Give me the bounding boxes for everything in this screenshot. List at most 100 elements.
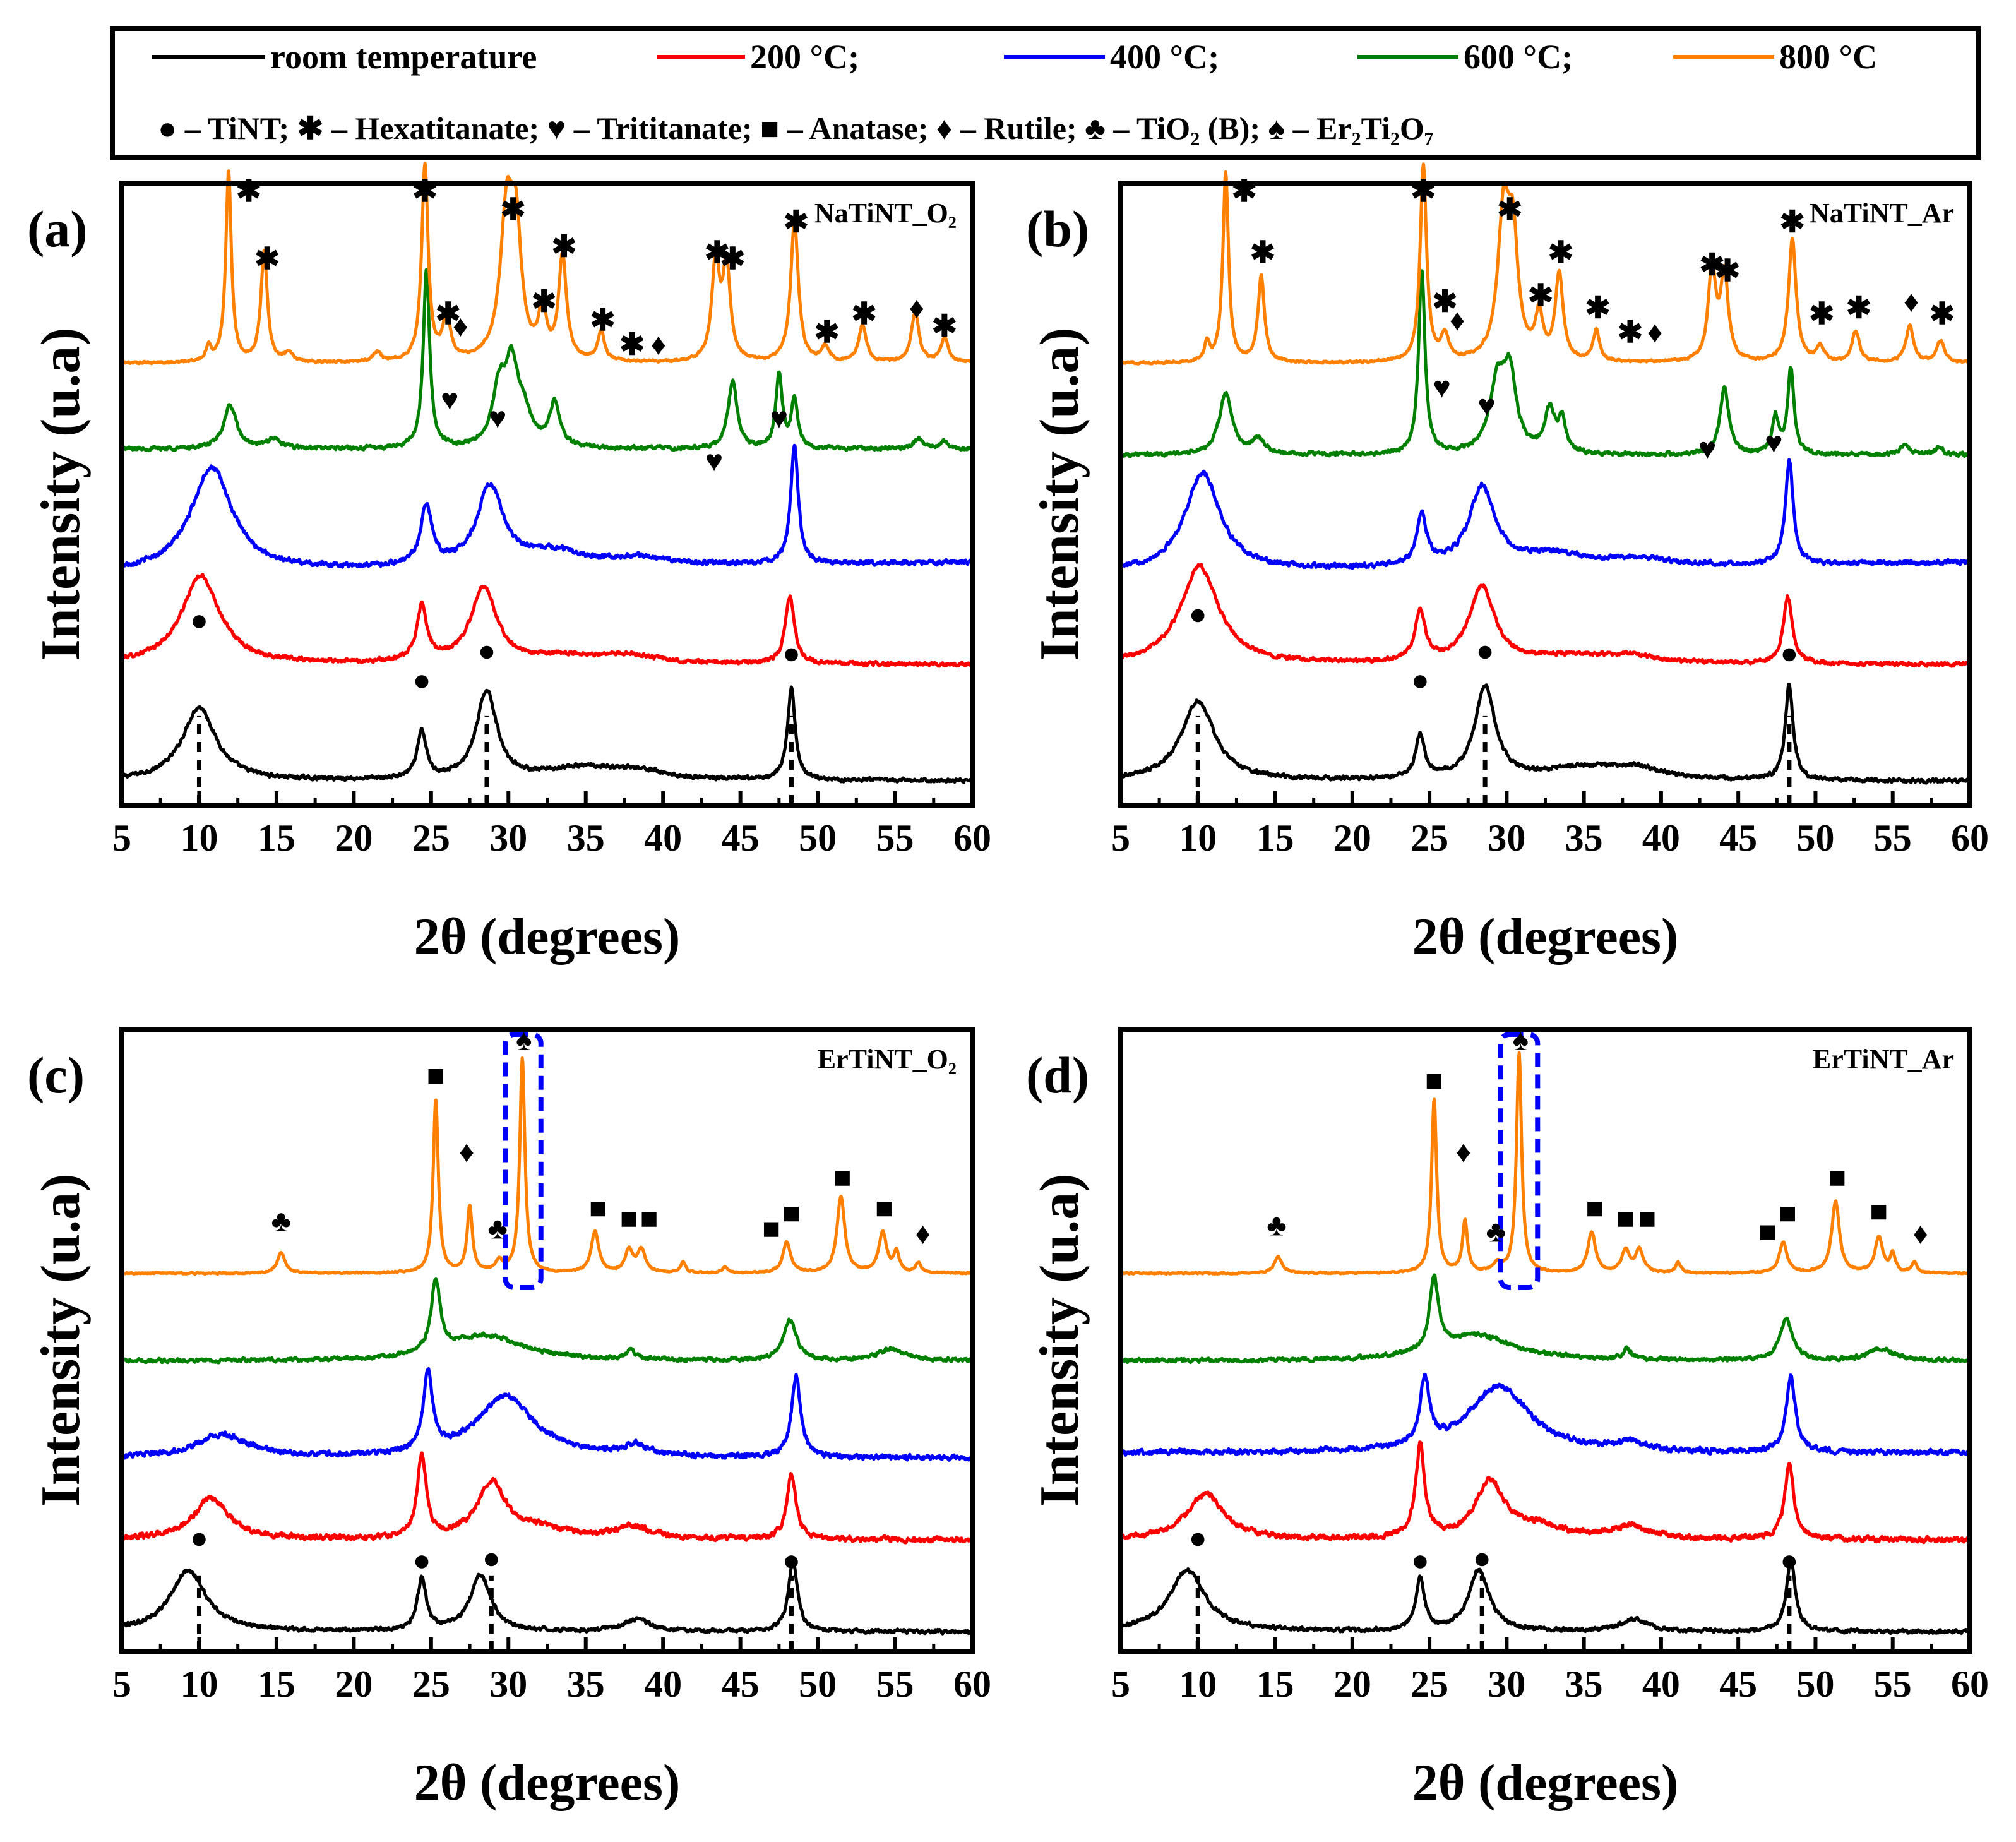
sample-label: NaTiNT_O₂ (814, 198, 957, 229)
legend-marker-label: – Trititanate; (573, 111, 753, 146)
x-axis-label: 2θ (degrees) (1412, 1754, 1679, 1811)
series-200-c (1119, 563, 1971, 668)
phase-marker: ■ (1425, 1064, 1443, 1097)
series-200-c (120, 1451, 974, 1545)
phase-marker: ● (1780, 637, 1798, 670)
phase-marker: ✱ (1809, 297, 1834, 331)
series-400-c (120, 1367, 974, 1462)
series-800-c (121, 1056, 974, 1276)
x-tick-label: 60 (1951, 1663, 1989, 1705)
x-tick-label: 5 (112, 817, 131, 859)
legend-marker-symbol: ♥ (539, 111, 574, 146)
phase-marker: ♦ (1647, 316, 1663, 349)
legend-marker-symbol: ✱ (289, 111, 331, 146)
x-tick-label: 25 (412, 1663, 450, 1705)
phase-marker: ■ (1616, 1202, 1635, 1235)
series-room-temperature (1119, 683, 1971, 785)
phase-marker: ✱ (720, 242, 745, 276)
x-tick-label: 60 (953, 817, 991, 859)
phase-marker: ♦ (459, 1135, 475, 1169)
x-tick-label: 10 (1179, 1663, 1217, 1705)
phase-marker: ✱ (814, 316, 840, 349)
phase-marker: ✱ (1250, 236, 1275, 270)
series-room-temperature (121, 1558, 974, 1636)
y-axis-label: Intensity (u.a) (1029, 327, 1090, 661)
x-tick-label: 15 (1256, 817, 1294, 859)
series-400-c (121, 443, 974, 569)
x-tick-label: 55 (876, 1663, 914, 1705)
x-tick-label: 35 (1565, 1663, 1603, 1705)
sample-label: NaTiNT_Ar (1810, 198, 1954, 229)
x-tick-label: 55 (876, 817, 914, 859)
x-tick-label: 25 (1411, 817, 1448, 859)
phase-marker: ■ (1779, 1197, 1797, 1230)
phase-marker: ♥ (1765, 426, 1783, 460)
phase-marker: ✱ (436, 297, 461, 331)
series-room-temperature (120, 685, 974, 784)
series-400-c (1119, 458, 1972, 570)
x-tick-label: 5 (1111, 1663, 1130, 1705)
series-800-c (121, 161, 974, 366)
phase-marker: ● (1189, 597, 1207, 631)
phase-marker: ♥ (705, 445, 724, 478)
x-tick-label: 45 (722, 1663, 760, 1705)
phase-marker: ■ (1638, 1202, 1656, 1235)
phase-marker: ■ (640, 1202, 659, 1235)
phase-marker: ■ (833, 1161, 852, 1195)
legend-marker-label: – Hexatitanate; (331, 111, 539, 146)
legend-marker-symbol: ● (158, 111, 185, 146)
phase-marker: ♦ (1456, 1135, 1472, 1169)
phase-marker: ■ (875, 1192, 893, 1225)
phase-marker: ✱ (551, 230, 576, 263)
legend: room temperature 200 °C; 400 °C; 600 °C; 800… (110, 26, 1981, 160)
phase-marker: ✱ (619, 328, 645, 362)
x-tick-label: 60 (1951, 817, 1989, 859)
phase-marker: ✱ (932, 310, 957, 344)
phase-marker: ♥ (1477, 390, 1496, 423)
sample-label: ErTiNT_O₂ (818, 1044, 957, 1075)
phase-marker: ✱ (1846, 291, 1871, 325)
phase-marker: ✱ (236, 175, 261, 208)
phase-marker: ✱ (254, 242, 280, 276)
x-tick-label: 40 (644, 1663, 682, 1705)
phase-marker: ✱ (784, 206, 809, 239)
series-200-c (1119, 1440, 1972, 1545)
phase-marker: ♥ (770, 402, 789, 435)
phase-marker: ● (782, 1544, 801, 1577)
phase-marker: ● (190, 1521, 208, 1555)
phase-marker: ✱ (705, 236, 730, 270)
x-tick-label: 20 (1333, 1663, 1371, 1705)
panel-c: ●● ● ●♣ ♣■■ ■ ■ ■ ■■■♦♦♠5 10 15 20 25 30 35 40 45 50 55 60… (27, 1023, 991, 1811)
phase-marker: ♣ (1486, 1215, 1506, 1248)
phase-marker: ■ (1828, 1161, 1846, 1195)
phase-marker: ♦ (1912, 1217, 1928, 1251)
y-axis-label: Intensity (u.a) (30, 1173, 92, 1507)
phase-marker: ✱ (1528, 279, 1553, 313)
legend-marker-label: – Anatase; (787, 111, 929, 146)
legend-marker-symbol: ♦ (928, 111, 960, 146)
x-tick-label: 35 (1565, 817, 1603, 859)
legend-label-room-temperature: room temperature (270, 38, 537, 76)
legend-frame (110, 26, 1981, 160)
phase-marker: ✱ (1548, 236, 1573, 270)
legend-label-400-c: 400 °C; (1110, 38, 1219, 76)
x-axis-label: 2θ (degrees) (414, 907, 681, 965)
plot-frame (119, 181, 975, 808)
phase-marker: ✱ (1585, 291, 1611, 325)
phase-marker: ♦ (651, 328, 667, 362)
x-tick-label: 20 (335, 817, 373, 859)
x-tick-label: 10 (180, 817, 218, 859)
x-tick-label: 40 (1642, 1663, 1680, 1705)
legend-marker-label: – Er₂Ti₂O₇ (1292, 111, 1434, 146)
x-tick-label: 40 (1642, 817, 1680, 859)
phase-marker: ♥ (489, 402, 507, 435)
x-tick-label: 55 (1874, 1663, 1912, 1705)
phase-marker: ● (1476, 635, 1494, 668)
panel-b: ●●● ●✱✱✱✱✱✱✱✱✱✱✱✱✱ ✱ ✱♦ ♦♦♥♥♥ ♥5 10 15 20 25 30 35 4… (1026, 162, 1989, 965)
panels: ●●● ●✱✱✱✱✱✱✱✱✱✱✱✱✱✱ ✱♦♦♦♥♥♥♥5 10 15 20 25 30 35 4… (27, 161, 1989, 1811)
phase-marker: ● (782, 637, 801, 670)
phase-marker: ♥ (1698, 433, 1717, 466)
x-tick-label: 30 (489, 1663, 527, 1705)
x-tick-label: 50 (1796, 817, 1834, 859)
y-axis-label: Intensity (u.a) (1029, 1173, 1090, 1507)
